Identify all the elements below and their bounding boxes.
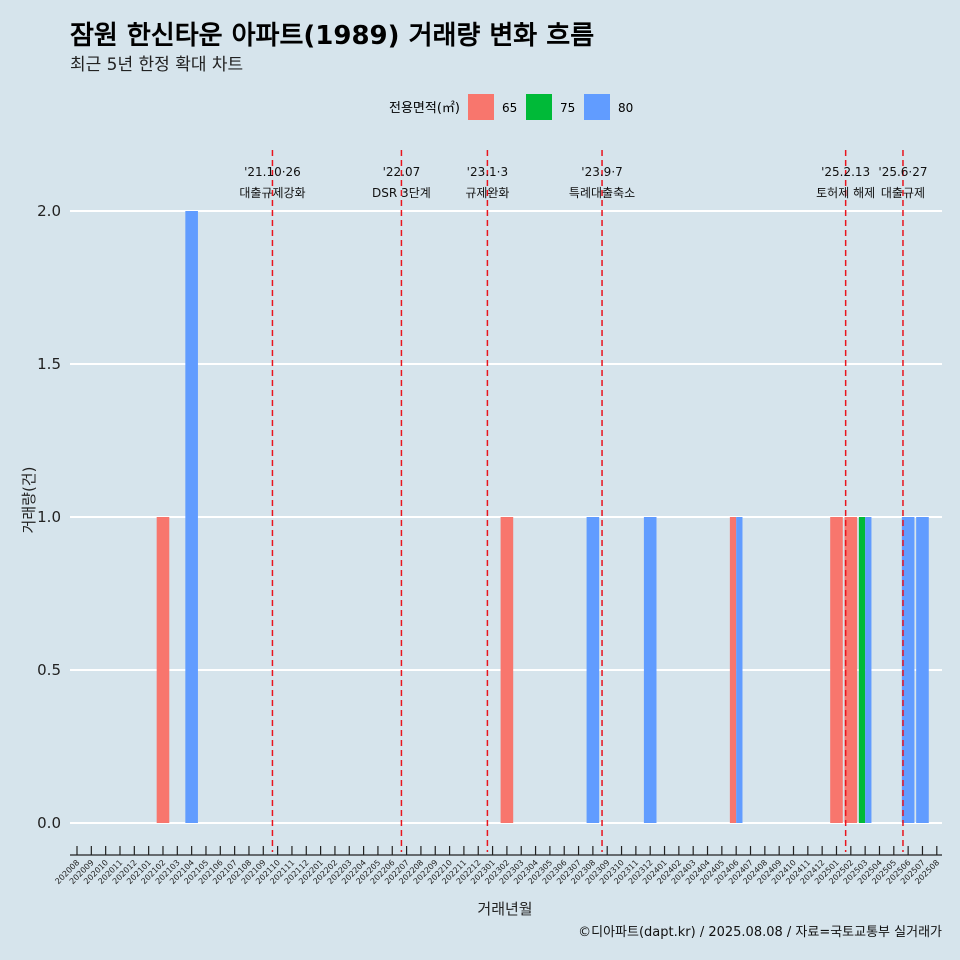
bar-202308-80 bbox=[586, 517, 600, 823]
y-tick-label: 1.0 bbox=[37, 508, 61, 526]
annotation-label: 대출규제 bbox=[881, 186, 925, 200]
y-tick-label: 1.5 bbox=[37, 355, 61, 373]
annotation-label: 규제완화 bbox=[465, 186, 509, 200]
y-tick-label: 0.5 bbox=[37, 661, 61, 679]
bar-202302-65 bbox=[500, 517, 514, 823]
annotation-label: 토허제 해제 bbox=[816, 186, 875, 200]
annotation-label: DSR 3단계 bbox=[372, 186, 431, 200]
legend-label-65: 65 bbox=[502, 101, 517, 115]
legend-swatch-65 bbox=[468, 94, 494, 120]
legend-title: 전용면적(㎡) bbox=[389, 101, 460, 116]
legend-swatch-80 bbox=[584, 94, 610, 120]
bar-202507-80 bbox=[916, 517, 929, 823]
annotation-label: 특례대출축소 bbox=[569, 186, 635, 200]
legend-swatch-75 bbox=[526, 94, 552, 120]
annotation-label: 대출규제강화 bbox=[239, 186, 305, 200]
annotation-date: '21.10·26 bbox=[244, 165, 301, 179]
bar-202503-80 bbox=[865, 517, 872, 823]
y-axis: 0.0 0.5 1.0 1.5 2.0 bbox=[37, 202, 61, 832]
y-tick-label: 0.0 bbox=[37, 814, 61, 832]
annotation-date: '25.6·27 bbox=[878, 165, 927, 179]
y-tick-label: 2.0 bbox=[37, 202, 61, 220]
bar-202102-65 bbox=[156, 517, 170, 823]
bar-202312-80 bbox=[643, 517, 657, 823]
bar-202104-80 bbox=[185, 211, 198, 823]
bar-202506-80 bbox=[901, 517, 915, 823]
legend-label-80: 80 bbox=[618, 101, 633, 115]
chart-subtitle: 최근 5년 한정 확대 차트 bbox=[70, 55, 243, 75]
annotation-lines bbox=[271, 150, 904, 852]
y-axis-title: 거래량(건) bbox=[20, 467, 38, 534]
annotation-date: '25.2.13 bbox=[821, 165, 870, 179]
caption: ©디아파트(dapt.kr) / 2025.08.08 / 자료=국토교통부 실… bbox=[578, 925, 942, 940]
legend-label-75: 75 bbox=[560, 101, 575, 115]
bars bbox=[156, 211, 929, 823]
x-axis: 2020082020092020102020112020122021012021… bbox=[53, 846, 942, 886]
bar-202501-65 bbox=[830, 517, 843, 823]
bar-202502-65 bbox=[844, 517, 858, 823]
x-axis-title: 거래년월 bbox=[477, 900, 532, 918]
bar-202503-75 bbox=[858, 517, 866, 823]
chart-title: 잠원 한신타운 아파트(1989) 거래량 변화 흐름 bbox=[70, 21, 594, 51]
bar-202406-65 bbox=[729, 517, 737, 823]
bar-202406-80 bbox=[736, 517, 743, 823]
annotation-date: '22.07 bbox=[383, 165, 421, 179]
legend: 전용면적(㎡) 65 75 80 bbox=[389, 94, 633, 120]
annotation-date: '23.1·3 bbox=[467, 165, 508, 179]
annotations: '21.10·26 대출규제강화 '22.07 DSR 3단계 '23.1·3 규제완화 '… bbox=[239, 165, 927, 200]
annotation-date: '23.9·7 bbox=[581, 165, 622, 179]
